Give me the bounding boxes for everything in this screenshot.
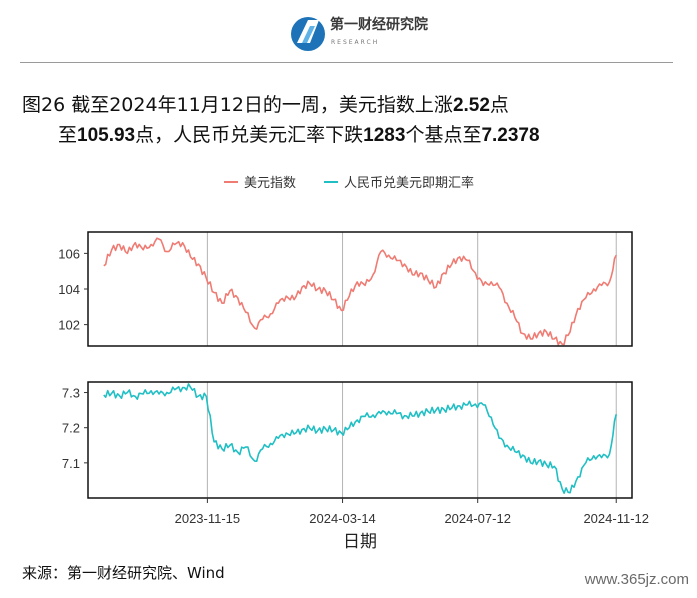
title-suffix: 点 (489, 94, 509, 116)
series-line-1 (103, 383, 617, 495)
dxy-panel: 102 104 106 (58, 231, 633, 347)
y-tick-label-0: 7.1 (62, 456, 80, 471)
x-tick-label-0: 2023-11-15 (175, 511, 241, 526)
series-line-0 (103, 237, 617, 346)
y-tick-label-2: 7.3 (62, 386, 80, 401)
fx-chart: 美元指数 人民币兑美元即期汇率 102 104 106 7.1 7.2 7.3 2023-… (58, 175, 649, 552)
y-tick-label-2: 106 (58, 246, 80, 261)
figure-title-line2: 至105.93点，人民币兑美元汇率下跌1283个基点至7.2378 (58, 120, 540, 147)
title2-mid2: 个基点至 (405, 124, 482, 146)
brand-name: 第一财经研究院 (330, 17, 428, 33)
header-divider (20, 62, 673, 63)
figure-title-line1: 图26 截至2024年11月12日的一周，美元指数上涨2.52点 (22, 90, 509, 117)
chart-legend: 美元指数 人民币兑美元即期汇率 (224, 175, 474, 191)
source-note: 来源：第一财经研究院、Wind (22, 564, 225, 582)
title-to: 105.93 (77, 125, 136, 146)
watermark: www.365jz.com (584, 571, 689, 588)
cny-panel: 7.1 7.2 7.3 (62, 381, 633, 499)
panel-background (88, 382, 632, 498)
title-up: 2.52 (452, 95, 490, 116)
title2-mid: 点，人民币兑美元汇率下跌 (135, 124, 364, 146)
legend-entry-1: 人民币兑美元即期汇率 (344, 175, 474, 191)
title-rate: 7.2378 (481, 125, 540, 146)
x-axis-label: 日期 (343, 532, 377, 552)
x-tick-label-1: 2024-03-14 (309, 511, 376, 526)
title-bp: 1283 (363, 125, 406, 146)
title2-prefix: 至 (58, 124, 78, 146)
title-prefix: 图26 截至 (22, 94, 110, 116)
x-axis: 2023-11-15 2024-03-14 2024-07-12 2024-11-12 (175, 498, 649, 526)
brand-sub: RESEARCH (331, 39, 380, 46)
title-date: 2024年11月12日的一周，美元指数上涨 (109, 94, 453, 116)
legend-entry-0: 美元指数 (244, 176, 296, 191)
panel-frame (87, 381, 633, 499)
y-tick-label-1: 7.2 (62, 421, 80, 436)
x-tick-label-2: 2024-07-12 (444, 511, 511, 526)
y-tick-label-1: 104 (58, 282, 80, 297)
panel-background (88, 232, 632, 346)
brand-logo (291, 17, 325, 51)
x-tick-label-3: 2024-11-12 (583, 511, 649, 526)
y-tick-label-0: 102 (58, 318, 80, 333)
